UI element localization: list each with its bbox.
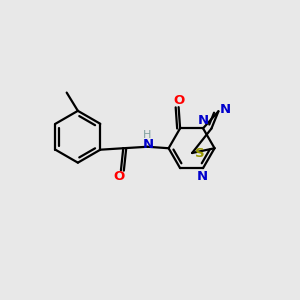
Text: N: N bbox=[143, 138, 154, 151]
Text: S: S bbox=[195, 147, 204, 160]
Text: O: O bbox=[114, 170, 125, 183]
Text: N: N bbox=[220, 103, 231, 116]
Text: N: N bbox=[198, 114, 209, 127]
Text: H: H bbox=[143, 130, 151, 140]
Text: O: O bbox=[173, 94, 184, 107]
Text: N: N bbox=[197, 169, 208, 183]
